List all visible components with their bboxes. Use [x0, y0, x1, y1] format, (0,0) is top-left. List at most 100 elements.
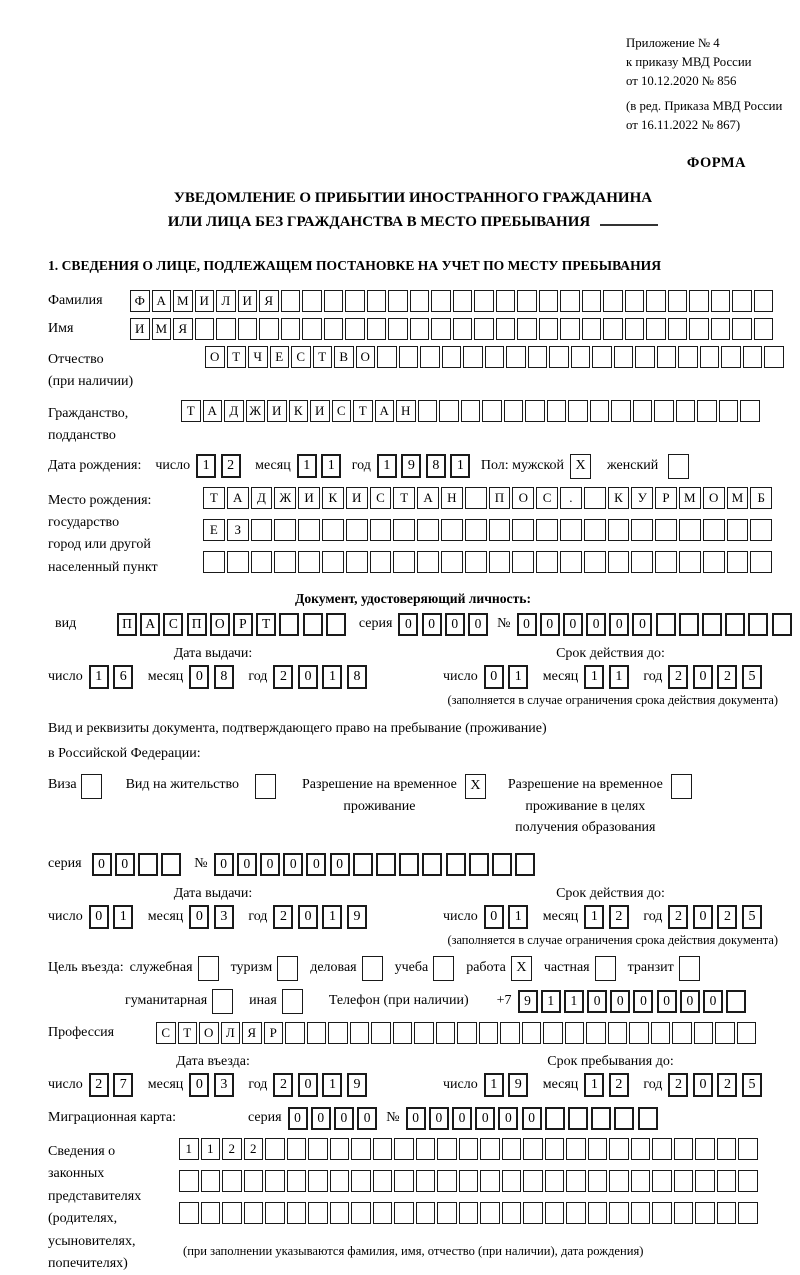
char-cell[interactable] [478, 1021, 498, 1044]
char-cell[interactable] [286, 1169, 306, 1192]
char-cell[interactable] [366, 317, 386, 340]
char-cell[interactable] [388, 317, 408, 340]
char-cell[interactable] [693, 1021, 713, 1044]
char-cell[interactable] [345, 550, 368, 573]
char-cell[interactable] [624, 289, 644, 312]
char-cell[interactable] [630, 1201, 650, 1224]
char-cell[interactable]: 2 [717, 904, 738, 929]
char-cell[interactable] [366, 289, 386, 312]
char-cell[interactable] [500, 1021, 520, 1044]
char-cell[interactable]: Ж [274, 486, 297, 509]
char-cell[interactable] [352, 852, 373, 876]
char-cell[interactable]: 9 [508, 1072, 529, 1097]
char-cell[interactable] [250, 550, 273, 573]
char-cell[interactable]: Е [269, 345, 289, 368]
char-cell[interactable]: Я [242, 1021, 262, 1044]
char-cell[interactable]: 8 [425, 454, 446, 478]
char-cell[interactable]: 9 [517, 989, 538, 1013]
char-cell[interactable]: П [186, 612, 207, 636]
char-cell[interactable]: 0 [703, 989, 724, 1013]
char-cell[interactable] [259, 317, 279, 340]
char-cell[interactable] [544, 1169, 564, 1192]
char-cell[interactable]: А [202, 399, 222, 422]
char-cell[interactable]: И [237, 289, 257, 312]
char-cell[interactable]: 8 [346, 664, 367, 689]
char-cell[interactable] [265, 1169, 285, 1192]
char-cell[interactable]: 2 [608, 904, 629, 929]
char-cell[interactable] [457, 1021, 477, 1044]
char-cell[interactable]: Л [220, 1021, 240, 1044]
char-cell[interactable] [392, 1021, 412, 1044]
char-cell[interactable] [414, 1021, 434, 1044]
char-cell[interactable] [351, 1169, 371, 1192]
char-cell[interactable] [281, 988, 303, 1014]
char-cell[interactable] [243, 1169, 263, 1192]
char-cell[interactable]: В [334, 345, 354, 368]
char-cell[interactable] [635, 345, 655, 368]
char-cell[interactable] [583, 550, 606, 573]
char-cell[interactable]: Д [224, 399, 244, 422]
char-cell[interactable] [546, 399, 566, 422]
char-cell[interactable] [670, 773, 692, 799]
char-cell[interactable] [544, 1137, 564, 1160]
char-cell[interactable]: А [226, 486, 249, 509]
char-cell[interactable]: А [140, 612, 161, 636]
char-cell[interactable]: 0 [91, 852, 112, 876]
char-cell[interactable] [323, 289, 343, 312]
char-cell[interactable]: Н [396, 399, 416, 422]
char-cell[interactable]: 0 [236, 852, 257, 876]
char-cell[interactable] [667, 317, 687, 340]
char-cell[interactable]: 0 [609, 612, 630, 636]
char-cell[interactable] [254, 773, 276, 799]
char-cell[interactable]: 0 [498, 1106, 519, 1130]
char-cell[interactable]: М [678, 486, 701, 509]
char-cell[interactable] [279, 612, 300, 636]
char-cell[interactable]: 1 [584, 1072, 605, 1097]
char-cell[interactable] [200, 1169, 220, 1192]
char-cell[interactable] [351, 1201, 371, 1224]
char-cell[interactable] [678, 612, 699, 636]
char-cell[interactable]: И [310, 399, 330, 422]
char-cell[interactable]: М [726, 486, 749, 509]
char-cell[interactable]: У [631, 486, 654, 509]
char-cell[interactable] [474, 317, 494, 340]
char-cell[interactable] [536, 550, 558, 573]
char-cell[interactable] [501, 1201, 521, 1224]
char-cell[interactable]: 0 [421, 612, 442, 636]
char-cell[interactable]: 0 [587, 989, 608, 1013]
char-cell[interactable] [351, 1137, 371, 1160]
char-cell[interactable] [441, 345, 461, 368]
char-cell[interactable]: X [510, 955, 532, 981]
char-cell[interactable] [764, 345, 784, 368]
char-cell[interactable] [607, 518, 630, 541]
char-cell[interactable]: С [291, 345, 311, 368]
char-cell[interactable]: 0 [539, 612, 560, 636]
char-cell[interactable] [656, 345, 676, 368]
char-cell[interactable] [672, 1021, 692, 1044]
char-cell[interactable] [452, 317, 472, 340]
char-cell[interactable] [702, 518, 725, 541]
char-cell[interactable]: Т [393, 486, 416, 509]
char-cell[interactable] [417, 399, 437, 422]
char-cell[interactable]: 0 [475, 1106, 496, 1130]
char-cell[interactable] [652, 1137, 672, 1160]
char-cell[interactable] [512, 518, 535, 541]
char-cell[interactable] [415, 1169, 435, 1192]
char-cell[interactable] [308, 1169, 328, 1192]
char-cell[interactable] [286, 1201, 306, 1224]
char-cell[interactable]: 1 [322, 664, 343, 689]
char-cell[interactable] [375, 852, 396, 876]
char-cell[interactable] [393, 518, 416, 541]
char-cell[interactable]: С [331, 399, 351, 422]
char-cell[interactable] [631, 518, 654, 541]
char-cell[interactable] [523, 1169, 543, 1192]
char-cell[interactable] [460, 399, 480, 422]
char-cell[interactable] [646, 317, 666, 340]
char-cell[interactable] [673, 1201, 693, 1224]
char-cell[interactable] [753, 289, 773, 312]
char-cell[interactable]: 0 [562, 612, 583, 636]
char-cell[interactable] [417, 550, 439, 573]
char-cell[interactable]: 9 [346, 1072, 367, 1097]
char-cell[interactable] [710, 317, 730, 340]
char-cell[interactable] [689, 317, 709, 340]
